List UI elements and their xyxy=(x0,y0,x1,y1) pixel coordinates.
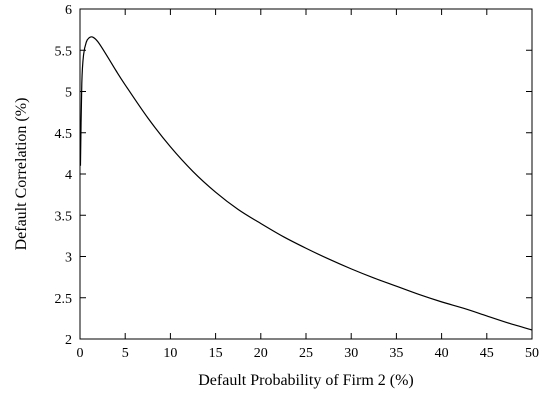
axis-ticks xyxy=(79,8,533,340)
y-tick-label: 6 xyxy=(65,3,72,18)
x-tick-label: 25 xyxy=(299,346,313,361)
tick-labels: 0 5 10 15 20 25 30 35 40 45 50 2 2.5 3 3.5 4 4.5 5 5.5 6 xyxy=(55,3,540,361)
x-axis-label: Default Probability of Firm 2 (%) xyxy=(198,372,414,389)
y-tick-label: 2 xyxy=(65,333,72,348)
series-line xyxy=(79,36,533,331)
x-tick-label: 5 xyxy=(122,346,129,361)
x-tick-label: 15 xyxy=(209,346,223,361)
x-tick-label: 20 xyxy=(254,346,268,361)
plot-frame xyxy=(79,8,533,340)
y-axis-label: Default Correlation (%) xyxy=(13,98,30,251)
x-tick-label: 10 xyxy=(163,346,177,361)
y-tick-label: 4 xyxy=(65,168,72,183)
y-tick-label: 3.5 xyxy=(55,209,73,224)
y-tick-label: 2.5 xyxy=(55,292,73,307)
x-tick-label: 30 xyxy=(344,346,358,361)
series-layer xyxy=(79,36,533,331)
x-tick-label: 45 xyxy=(480,346,494,361)
x-tick-label: 50 xyxy=(525,346,539,361)
y-tick-label: 5.5 xyxy=(55,44,73,59)
y-tick-label: 3 xyxy=(65,251,72,266)
y-tick-label: 5 xyxy=(65,86,72,101)
x-tick-label: 40 xyxy=(435,346,449,361)
y-tick-label: 4.5 xyxy=(55,127,73,142)
x-tick-label: 0 xyxy=(77,346,84,361)
x-tick-label: 35 xyxy=(389,346,403,361)
